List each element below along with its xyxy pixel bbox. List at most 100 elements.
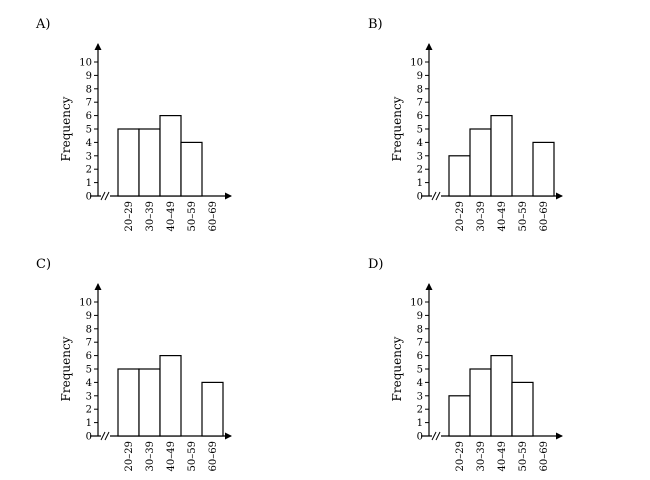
y-tick-label: 1 xyxy=(417,418,423,429)
y-axis-title: Frequency xyxy=(59,96,73,161)
x-axis-arrow xyxy=(556,432,563,440)
axis-break-mark xyxy=(100,191,110,201)
y-tick-label: 8 xyxy=(86,324,92,335)
histogram-bar xyxy=(117,368,140,437)
option-label: B) xyxy=(368,17,383,32)
axis-break-slash xyxy=(100,191,106,201)
option-label: C) xyxy=(36,257,51,272)
y-tick-label: 9 xyxy=(86,71,92,82)
y-tick-label: 4 xyxy=(86,138,92,149)
y-tick-label: 3 xyxy=(417,391,423,402)
histogram-bar xyxy=(532,141,555,197)
y-tick-label: 10 xyxy=(410,298,423,309)
x-category-label: 20–29 xyxy=(455,441,466,471)
x-category-label: 30–39 xyxy=(145,441,156,471)
y-tick-label: 3 xyxy=(417,151,423,162)
axis-break-gap xyxy=(101,431,110,441)
x-category-label: 40–49 xyxy=(497,441,508,471)
histogram-bar xyxy=(469,128,492,197)
y-tick-label: 10 xyxy=(79,58,92,69)
x-category-label: 60–69 xyxy=(208,441,219,471)
x-category-label: 20–29 xyxy=(124,201,135,231)
x-category-label: 20–29 xyxy=(124,441,135,471)
histogram-bar xyxy=(511,381,534,437)
histogram-panel: B) 0 1 2 3 4 5 6 7 8 9 10 Frequency 20–29 30–39 40–49 50… xyxy=(368,17,563,231)
x-category-label: 20–29 xyxy=(455,201,466,231)
x-category-label: 40–49 xyxy=(166,201,177,231)
histogram-bar xyxy=(448,155,471,197)
y-axis-title: Frequency xyxy=(59,336,73,401)
x-axis-arrow xyxy=(556,192,563,200)
y-tick-label: 6 xyxy=(417,351,423,362)
y-tick-label: 2 xyxy=(417,405,423,416)
y-tick-label: 3 xyxy=(86,151,92,162)
y-tick-label: 7 xyxy=(417,338,423,349)
axis-break-slash xyxy=(104,191,110,201)
y-tick-label: 5 xyxy=(417,365,423,376)
y-tick-label: 0 xyxy=(86,192,92,203)
y-tick-label: 9 xyxy=(417,71,423,82)
histogram-bar xyxy=(448,395,471,437)
axis-break-mark xyxy=(431,431,441,441)
axis-break-slash xyxy=(431,431,437,441)
y-tick-label: 6 xyxy=(86,351,92,362)
histogram-panel: A) 0 1 2 3 4 5 6 7 8 9 10 Frequency 20–29 30–39 40–49 50… xyxy=(35,17,232,231)
x-category-label: 60–69 xyxy=(208,201,219,231)
axis-break-slash xyxy=(431,191,437,201)
y-tick-label: 5 xyxy=(86,125,92,136)
y-axis-arrow xyxy=(94,283,102,290)
y-tick-label: 7 xyxy=(86,338,92,349)
y-axis-arrow xyxy=(425,43,433,50)
y-tick-label: 1 xyxy=(86,178,92,189)
y-tick-label: 9 xyxy=(86,311,92,322)
y-tick-label: 6 xyxy=(417,111,423,122)
histogram-bar xyxy=(490,114,513,197)
y-tick-label: 4 xyxy=(417,138,423,149)
histogram-bar xyxy=(159,355,182,437)
y-tick-label: 1 xyxy=(86,418,92,429)
histogram-panel: D) 0 1 2 3 4 5 6 7 8 9 10 Frequency 20–29 30–39 40–49 50… xyxy=(368,257,563,471)
y-tick-label: 8 xyxy=(417,84,423,95)
y-tick-label: 10 xyxy=(410,58,423,69)
y-tick-label: 7 xyxy=(86,98,92,109)
x-category-label: 50–59 xyxy=(518,441,529,471)
x-axis-arrow xyxy=(225,192,232,200)
histogram-bar xyxy=(138,128,161,197)
y-tick-label: 10 xyxy=(79,298,92,309)
axis-break-mark xyxy=(431,191,441,201)
axis-break-slash xyxy=(104,431,110,441)
y-axis-arrow xyxy=(425,283,433,290)
y-tick-label: 8 xyxy=(417,324,423,335)
y-tick-label: 1 xyxy=(417,178,423,189)
x-category-label: 40–49 xyxy=(497,201,508,231)
y-tick-label: 5 xyxy=(417,125,423,136)
y-tick-label: 0 xyxy=(417,192,423,203)
x-category-label: 30–39 xyxy=(476,441,487,471)
x-category-label: 50–59 xyxy=(187,441,198,471)
option-label: A) xyxy=(35,17,50,32)
y-axis-title: Frequency xyxy=(390,336,404,401)
y-tick-label: 2 xyxy=(417,165,423,176)
y-tick-label: 8 xyxy=(86,84,92,95)
histogram-bar xyxy=(201,381,224,437)
option-label: D) xyxy=(368,257,384,272)
histogram-panel: C) 0 1 2 3 4 5 6 7 8 9 10 Frequency 20–29 30–39 40–49 50… xyxy=(36,257,232,471)
axis-break-slash xyxy=(435,191,441,201)
axis-break-slash xyxy=(435,431,441,441)
x-category-label: 60–69 xyxy=(539,441,550,471)
y-tick-label: 7 xyxy=(417,98,423,109)
x-category-label: 30–39 xyxy=(476,201,487,231)
histogram-bar xyxy=(469,368,492,437)
histogram-bar xyxy=(180,141,203,197)
y-tick-label: 9 xyxy=(417,311,423,322)
axis-break-gap xyxy=(101,191,110,201)
x-category-label: 40–49 xyxy=(166,441,177,471)
axis-break-gap xyxy=(432,431,441,441)
axis-break-mark xyxy=(100,431,110,441)
y-tick-label: 2 xyxy=(86,405,92,416)
y-tick-label: 0 xyxy=(86,432,92,443)
y-tick-label: 5 xyxy=(86,365,92,376)
x-axis-arrow xyxy=(225,432,232,440)
x-category-label: 50–59 xyxy=(518,201,529,231)
